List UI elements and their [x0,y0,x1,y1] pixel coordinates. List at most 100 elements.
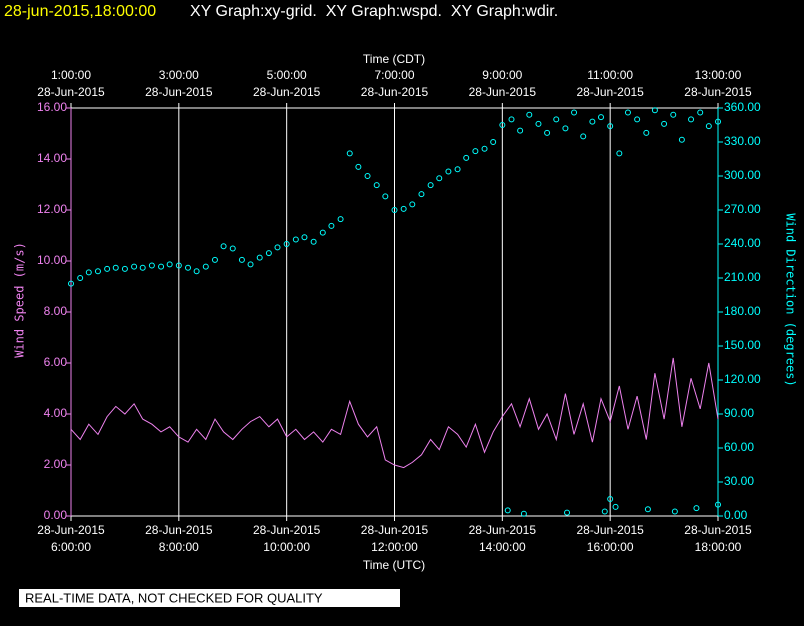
wind-direction-point [310,238,317,245]
y2-tick-label: 210.00 [724,270,761,284]
wind-direction-point [319,229,326,236]
x-tick-label: 14:00:00 [479,540,526,554]
wind-direction-point [472,148,479,155]
wind-direction-point [670,111,677,118]
x-tick-label: 18:00:00 [695,540,742,554]
wind-direction-point [247,261,254,268]
wind-direction-point [436,175,443,182]
x-tick-label: 6:00:00 [51,540,91,554]
notice-box [19,589,400,607]
wind-direction-point [535,120,542,127]
y-tick-label: 14.00 [37,151,67,165]
wind-direction-point [616,150,623,157]
wind-direction-point [400,205,407,212]
x-tick-date: 28-Jun-2015 [37,523,105,537]
x2-tick-date: 28-Jun-2015 [253,85,321,99]
x-tick-date: 28-Jun-2015 [253,523,321,537]
timestamp: 28-jun-2015,18:00:00 [4,3,156,20]
wind-direction-point [589,118,596,125]
wind-direction-point [671,508,678,515]
x2-tick-date: 28-Jun-2015 [469,85,537,99]
wind-direction-point [481,145,488,152]
wind-direction-point [202,263,209,270]
x2-tick-label: 1:00:00 [51,68,91,82]
x2-tick-label: 11:00:00 [587,68,633,82]
wind-direction-point [355,163,362,170]
wind-direction-point [373,182,380,189]
wind-direction-point [463,154,470,161]
wind-direction-point [238,256,245,263]
y-tick-label: 4.00 [44,406,68,420]
wind-direction-point [697,109,704,116]
x2-tick-label: 5:00:00 [267,68,307,82]
wind-direction-point [229,245,236,252]
x2-tick-date: 28-Jun-2015 [37,85,105,99]
wind-direction-point [715,118,721,125]
wind-direction-point [158,263,165,270]
x2-tick-label: 9:00:00 [482,68,522,82]
wind-direction-point [265,250,272,257]
x-tick-label: 10:00:00 [263,540,310,554]
x2-axis-title: Time (CDT) [363,52,425,66]
y2-tick-label: 330.00 [724,134,761,148]
y2-axis-title: Wind Direction (degrees) [784,213,798,386]
y-tick-label: 12.00 [37,202,67,216]
wind-direction-point [651,107,658,114]
y2-tick-label: 90.00 [724,406,754,420]
wind-direction-point [337,216,344,223]
x-tick-label: 12:00:00 [371,540,418,554]
wind-direction-point [85,269,92,276]
x2-tick-label: 13:00:00 [695,68,742,82]
wind-speed-line [70,357,719,469]
wind-direction-point [175,262,182,269]
wind-direction-point [564,509,571,516]
wind-direction-point [193,268,200,275]
wind-direction-point [644,506,651,513]
wind-direction-point [571,109,578,116]
wind-direction-point [508,116,515,123]
wind-direction-point [391,207,398,213]
wind-direction-point [409,201,416,208]
wind-direction-point [607,123,614,130]
y-tick-label: 0.00 [44,508,68,522]
y-tick-label: 2.00 [44,457,68,471]
x-tick-date: 28-Jun-2015 [684,523,752,537]
wind-direction-point [121,265,128,272]
wind-direction-point [661,120,668,127]
x2-tick-date: 28-Jun-2015 [576,85,644,99]
wind-direction-point [580,133,587,140]
x-tick-label: 16:00:00 [587,540,634,554]
wind-direction-point [220,243,227,250]
wind-direction-point [520,510,527,517]
wind-direction-point [526,111,533,118]
wind-direction-point [490,139,497,145]
wind-direction-point [94,268,101,275]
wind-direction-point [274,244,281,251]
wind-direction-point [544,129,551,136]
wind-direction-point [112,264,119,271]
x-tick-date: 28-Jun-2015 [145,523,213,537]
y-tick-label: 16.00 [37,100,67,114]
wind-direction-point [427,182,434,189]
notice: REAL-TIME DATA, NOT CHECKED FOR QUALITY [25,590,323,605]
wind-direction-point [148,262,155,269]
y2-tick-label: 300.00 [724,168,761,182]
wind-direction-point [382,193,389,200]
wind-direction-point [364,173,371,179]
wind-direction-point [418,191,425,198]
y2-tick-label: 0.00 [724,508,748,522]
wind-direction-point [601,508,608,515]
wind-direction-point [607,496,614,502]
x-axis-title: Time (UTC) [363,558,425,572]
y2-tick-label: 360.00 [724,100,761,114]
wind-direction-point [562,125,569,132]
y2-tick-label: 60.00 [724,440,754,454]
x2-tick-label: 7:00:00 [374,68,414,82]
x-tick-date: 28-Jun-2015 [576,523,644,537]
y-tick-label: 10.00 [37,253,67,267]
wind-direction-point [445,168,452,175]
wind-direction-point [454,166,461,173]
wind-direction-point [499,122,506,128]
wind-direction-point [104,265,111,272]
